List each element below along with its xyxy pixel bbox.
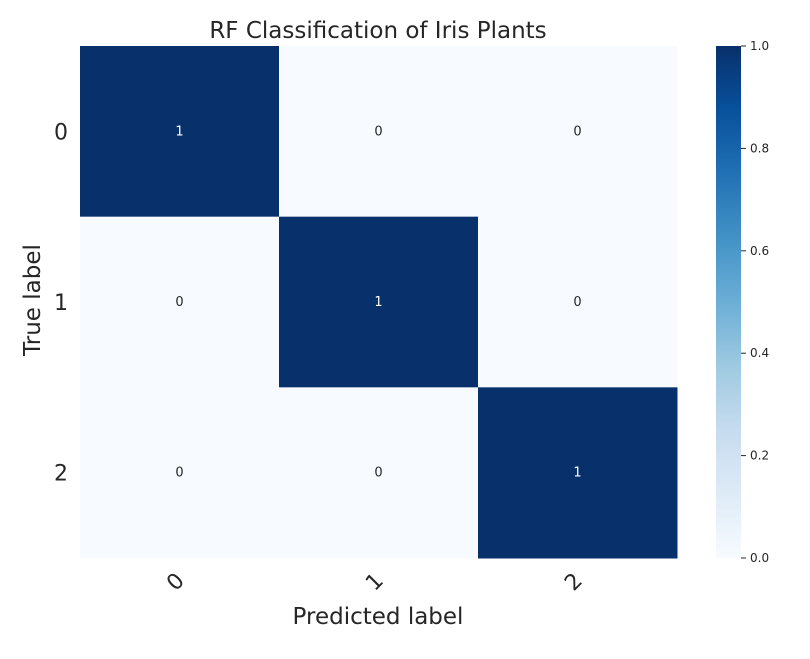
colorbar-ticks: 0.0 0.2 0.4 0.6 0.8 1.0 [741,39,769,565]
colorbar-tick-label: 0.2 [750,449,769,463]
colorbar-gradient [716,46,741,558]
x-tick-label: 0 [162,569,190,597]
cell-value-label: 0 [175,295,183,310]
colorbar-tick-label: 0.4 [750,346,769,360]
y-axis-label: True label [20,244,46,357]
cell-value-label: 0 [374,466,382,481]
heatmap-cell [80,216,280,388]
heatmap-cell [279,387,479,559]
colorbar-tick-label: 0.8 [750,141,769,155]
chart-title: RF Classification of Iris Plants [209,18,546,44]
colorbar-tick-label: 0.0 [750,551,769,565]
heatmap-cell [478,216,678,388]
x-tick-labels: 0 1 2 [162,569,588,597]
colorbar-tick-label: 1.0 [750,39,769,53]
x-axis-label: Predicted label [293,604,464,630]
cell-value-label: 0 [374,124,382,139]
y-tick-labels: 0 1 2 [54,120,68,486]
y-tick-label: 0 [54,120,68,145]
heatmap-cell [279,46,479,218]
heatmap-cell [80,387,280,559]
cell-value-label: 0 [573,295,581,310]
heatmap-cell [80,46,280,218]
y-tick-label: 2 [54,462,68,487]
x-tick-label: 2 [560,569,588,597]
heatmap-cells: 1 0 0 0 1 0 0 0 1 [80,46,678,559]
cell-value-label: 0 [175,466,183,481]
heatmap-cell [478,46,678,218]
y-tick-label: 1 [54,291,68,316]
colorbar: 0.0 0.2 0.4 0.6 0.8 1.0 [716,39,769,565]
cell-value-label: 0 [573,124,581,139]
cell-value-label: 1 [374,295,382,310]
heatmap-cell [478,387,678,559]
colorbar-tick-label: 0.6 [750,244,769,258]
x-tick-label: 1 [361,569,389,597]
cell-value-label: 1 [175,124,183,139]
cell-value-label: 1 [573,466,581,481]
heatmap-cell [279,216,479,388]
